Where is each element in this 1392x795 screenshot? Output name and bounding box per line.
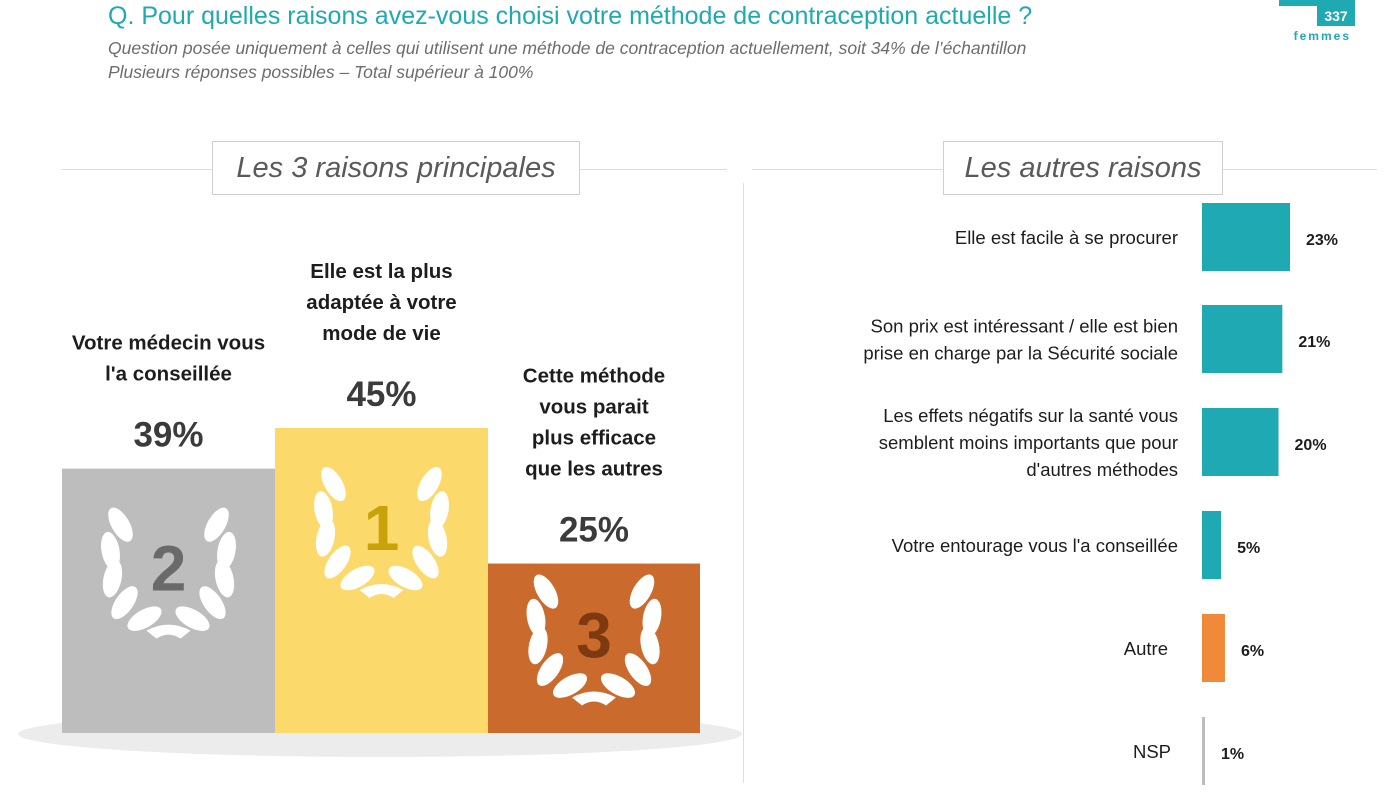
podium-label: Elle est la plus xyxy=(310,260,452,283)
podium-rank: 1 xyxy=(364,492,400,564)
reason-label: Les effets négatifs sur la santé vous xyxy=(883,405,1178,426)
sample-size-badge: 337 femmes xyxy=(1271,0,1355,46)
reason-value: 5% xyxy=(1237,540,1260,557)
sample-count: 337 xyxy=(1317,6,1355,26)
left-section-title: Les 3 raisons principales xyxy=(212,141,580,195)
podium-bar xyxy=(275,428,488,733)
reason-label: semblent moins importants que pour xyxy=(879,432,1178,453)
reason-label: prise en charge par la Sécurité sociale xyxy=(863,343,1178,364)
laurel-leaf xyxy=(533,574,559,609)
laurel-ribbon xyxy=(146,624,191,639)
sample-unit: femmes xyxy=(1293,29,1351,43)
laurel-leaf xyxy=(102,559,123,598)
reason-bar xyxy=(1202,203,1290,271)
reason-bar xyxy=(1202,408,1279,476)
podium-label: Cette méthode xyxy=(523,365,665,388)
podium-label: que les autres xyxy=(525,458,663,481)
podium-rank: 2 xyxy=(151,533,187,605)
laurel-leaf xyxy=(640,626,660,665)
laurel-leaf xyxy=(108,507,133,542)
question-subtitle: Question posée uniquement à celles qui u… xyxy=(108,38,1027,58)
laurel-ribbon xyxy=(572,691,616,706)
reason-bar xyxy=(1202,511,1222,579)
badge-bars-icon xyxy=(1279,0,1355,6)
podium-bar xyxy=(62,468,275,733)
section-divider xyxy=(743,183,744,783)
podium-label: vous parait xyxy=(539,396,649,419)
laurel-leaf xyxy=(111,586,138,620)
reason-value: 23% xyxy=(1306,232,1338,249)
laurel-leaf xyxy=(324,545,351,579)
laurel-leaf xyxy=(552,673,588,698)
reason-label: Votre entourage vous l'a conseillée xyxy=(892,535,1178,556)
podium-label: adaptée à votre xyxy=(306,291,456,314)
reason-value: 1% xyxy=(1221,746,1244,763)
podium-value: 25% xyxy=(559,511,629,550)
laurel-leaf xyxy=(199,586,226,620)
question-title: Q. Pour quelles raisons avez-vous choisi… xyxy=(108,2,1033,30)
podium-label: plus efficace xyxy=(532,427,656,450)
laurel-leaf xyxy=(412,545,439,579)
reason-bar xyxy=(1202,305,1283,373)
podium-bar xyxy=(488,563,700,733)
laurel-leaf xyxy=(340,565,375,591)
question-note: Plusieurs réponses possibles – Total sup… xyxy=(108,62,534,82)
laurel-leaf xyxy=(536,653,564,686)
podium-label: mode de vie xyxy=(322,322,441,345)
laurel-leaf xyxy=(600,673,636,698)
reason-value: 6% xyxy=(1241,643,1264,660)
podium-label: l'a conseillée xyxy=(105,363,232,386)
laurel-leaf xyxy=(321,466,346,502)
reason-value: 21% xyxy=(1298,334,1330,351)
reason-label: Autre xyxy=(1124,638,1168,659)
laurel-wreath-icon xyxy=(314,466,449,598)
laurel-leaf xyxy=(629,574,655,609)
laurel-ribbon xyxy=(359,584,404,598)
laurel-wreath-icon xyxy=(526,574,662,706)
reason-label: d'autres méthodes xyxy=(1026,459,1178,480)
laurel-leaf xyxy=(127,606,162,631)
podium-label: Votre médecin vous xyxy=(72,332,265,355)
laurel-leaf xyxy=(214,559,235,598)
reason-label: Elle est facile à se procurer xyxy=(955,227,1178,248)
podium-value: 45% xyxy=(346,375,416,414)
laurel-leaf xyxy=(388,565,423,591)
reason-bar xyxy=(1202,717,1205,785)
podium-value: 39% xyxy=(133,416,203,455)
laurel-wreath-icon xyxy=(101,507,236,639)
laurel-leaf xyxy=(204,507,229,542)
laurel-leaf xyxy=(175,606,210,631)
reason-value: 20% xyxy=(1295,437,1327,454)
podium-rank: 3 xyxy=(576,600,612,672)
laurel-leaf xyxy=(624,653,652,686)
laurel-leaf xyxy=(417,466,442,502)
right-section-title: Les autres raisons xyxy=(943,141,1223,195)
laurel-leaf xyxy=(427,519,448,557)
laurel-leaf xyxy=(528,626,548,665)
reason-label: Son prix est intéressant / elle est bien xyxy=(871,316,1178,337)
reason-label: NSP xyxy=(1133,741,1171,762)
reason-bar xyxy=(1202,614,1225,682)
laurel-leaf xyxy=(315,519,336,557)
